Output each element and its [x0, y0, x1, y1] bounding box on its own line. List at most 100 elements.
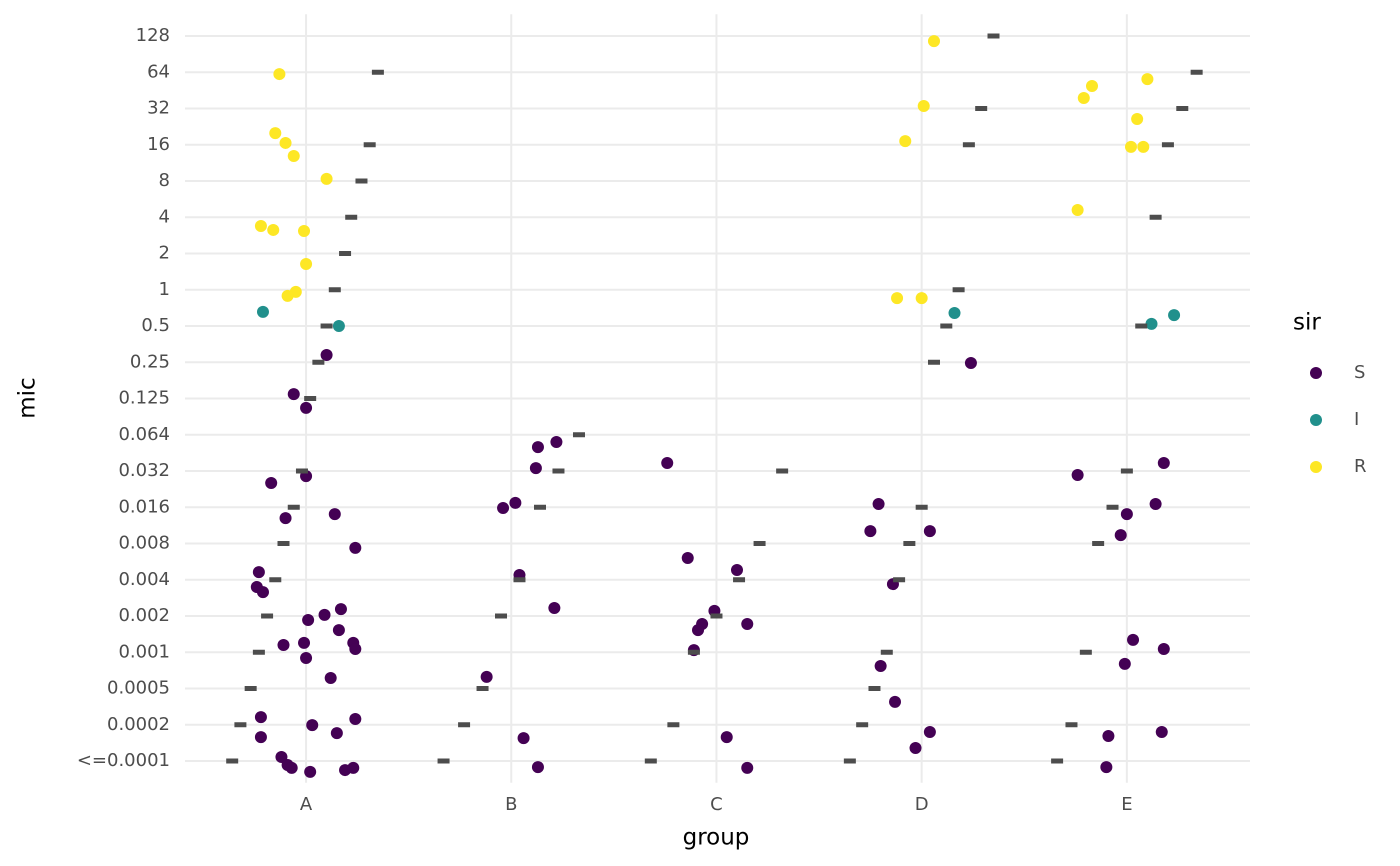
y-tick-label: 128 — [136, 25, 170, 46]
x-axis-title: group — [683, 825, 750, 851]
point — [1118, 657, 1131, 670]
point — [923, 726, 936, 738]
dash-mark — [226, 758, 239, 764]
point — [347, 761, 360, 774]
dash-mark — [339, 251, 352, 256]
dash-mark — [269, 577, 282, 583]
point — [302, 613, 315, 626]
point — [915, 292, 928, 305]
point — [891, 292, 904, 305]
dash-mark — [328, 287, 341, 293]
point — [320, 172, 333, 185]
point — [692, 624, 705, 637]
point — [300, 258, 313, 271]
y-tick-label: 0.064 — [118, 424, 170, 445]
dash-mark — [962, 142, 975, 148]
point — [1071, 468, 1084, 481]
dash-mark — [1051, 758, 1064, 764]
point — [298, 225, 311, 238]
dash-mark — [940, 323, 953, 329]
y-tick-label: 16 — [147, 134, 170, 155]
point — [330, 727, 343, 740]
dash-mark — [952, 287, 965, 293]
point — [720, 731, 733, 744]
dash-mark — [843, 758, 856, 764]
point — [279, 136, 292, 149]
legend-label: R — [1354, 456, 1367, 477]
legend-key — [1310, 461, 1322, 473]
point — [277, 639, 290, 651]
point — [265, 476, 278, 489]
point — [917, 99, 930, 112]
dash-mark — [856, 722, 869, 728]
point — [872, 497, 885, 510]
dash-mark — [287, 504, 300, 510]
y-tick-label: 8 — [159, 170, 170, 191]
point — [548, 602, 561, 615]
dash-mark — [753, 541, 766, 546]
dash-mark — [437, 758, 450, 764]
dash-mark — [234, 722, 247, 728]
point — [254, 711, 267, 724]
dash-mark — [1106, 504, 1119, 510]
point — [1071, 204, 1084, 216]
point — [1149, 497, 1162, 510]
point — [349, 712, 362, 725]
dash-mark — [868, 686, 881, 691]
point — [730, 563, 743, 576]
legend-key — [1310, 414, 1322, 426]
point — [681, 552, 694, 564]
point — [332, 624, 345, 637]
dash-mark — [355, 178, 368, 184]
dash-mark — [903, 541, 916, 546]
point — [269, 127, 282, 140]
dash-mark — [1190, 69, 1203, 75]
point — [1145, 317, 1158, 330]
point — [927, 35, 940, 48]
y-tick-label: 0.0002 — [107, 714, 170, 735]
point — [1120, 508, 1133, 521]
y-tick-label: 0.008 — [118, 533, 170, 554]
y-tick-label: 64 — [147, 61, 170, 82]
dash-mark — [261, 613, 274, 619]
point — [1155, 726, 1168, 738]
point — [298, 636, 311, 649]
point — [300, 652, 313, 665]
y-tick-label: 0.016 — [118, 496, 170, 517]
dash-mark — [667, 722, 680, 728]
point — [531, 761, 544, 774]
point — [256, 305, 269, 318]
point — [1114, 529, 1127, 542]
x-tick-label: C — [710, 794, 723, 815]
x-tick-label: A — [300, 794, 313, 815]
y-tick-label: 0.25 — [130, 351, 170, 372]
point — [889, 695, 901, 708]
dash-mark — [252, 649, 265, 655]
x-tick-label: B — [505, 794, 517, 815]
point — [267, 223, 280, 236]
point — [509, 496, 522, 509]
y-tick-label: 0.032 — [118, 460, 170, 481]
dash-mark — [304, 396, 317, 401]
point — [517, 732, 530, 745]
y-tick-label: 0.004 — [118, 569, 170, 590]
y-tick-label: <=0.0001 — [77, 750, 170, 771]
dash-mark — [1135, 323, 1148, 329]
point — [324, 671, 337, 684]
dash-mark — [915, 504, 928, 510]
dash-mark — [733, 577, 746, 583]
point — [306, 719, 319, 732]
dash-mark — [320, 323, 333, 329]
dash-mark — [1065, 722, 1078, 728]
y-tick-label: 1 — [159, 279, 170, 300]
dash-mark — [644, 758, 657, 764]
y-tick-label: 0.001 — [118, 641, 170, 662]
point — [281, 289, 294, 302]
point — [334, 603, 347, 616]
dash-mark — [552, 468, 565, 474]
point — [1124, 140, 1137, 153]
point — [923, 525, 936, 538]
dash-mark — [987, 33, 1000, 39]
point — [1157, 457, 1170, 470]
